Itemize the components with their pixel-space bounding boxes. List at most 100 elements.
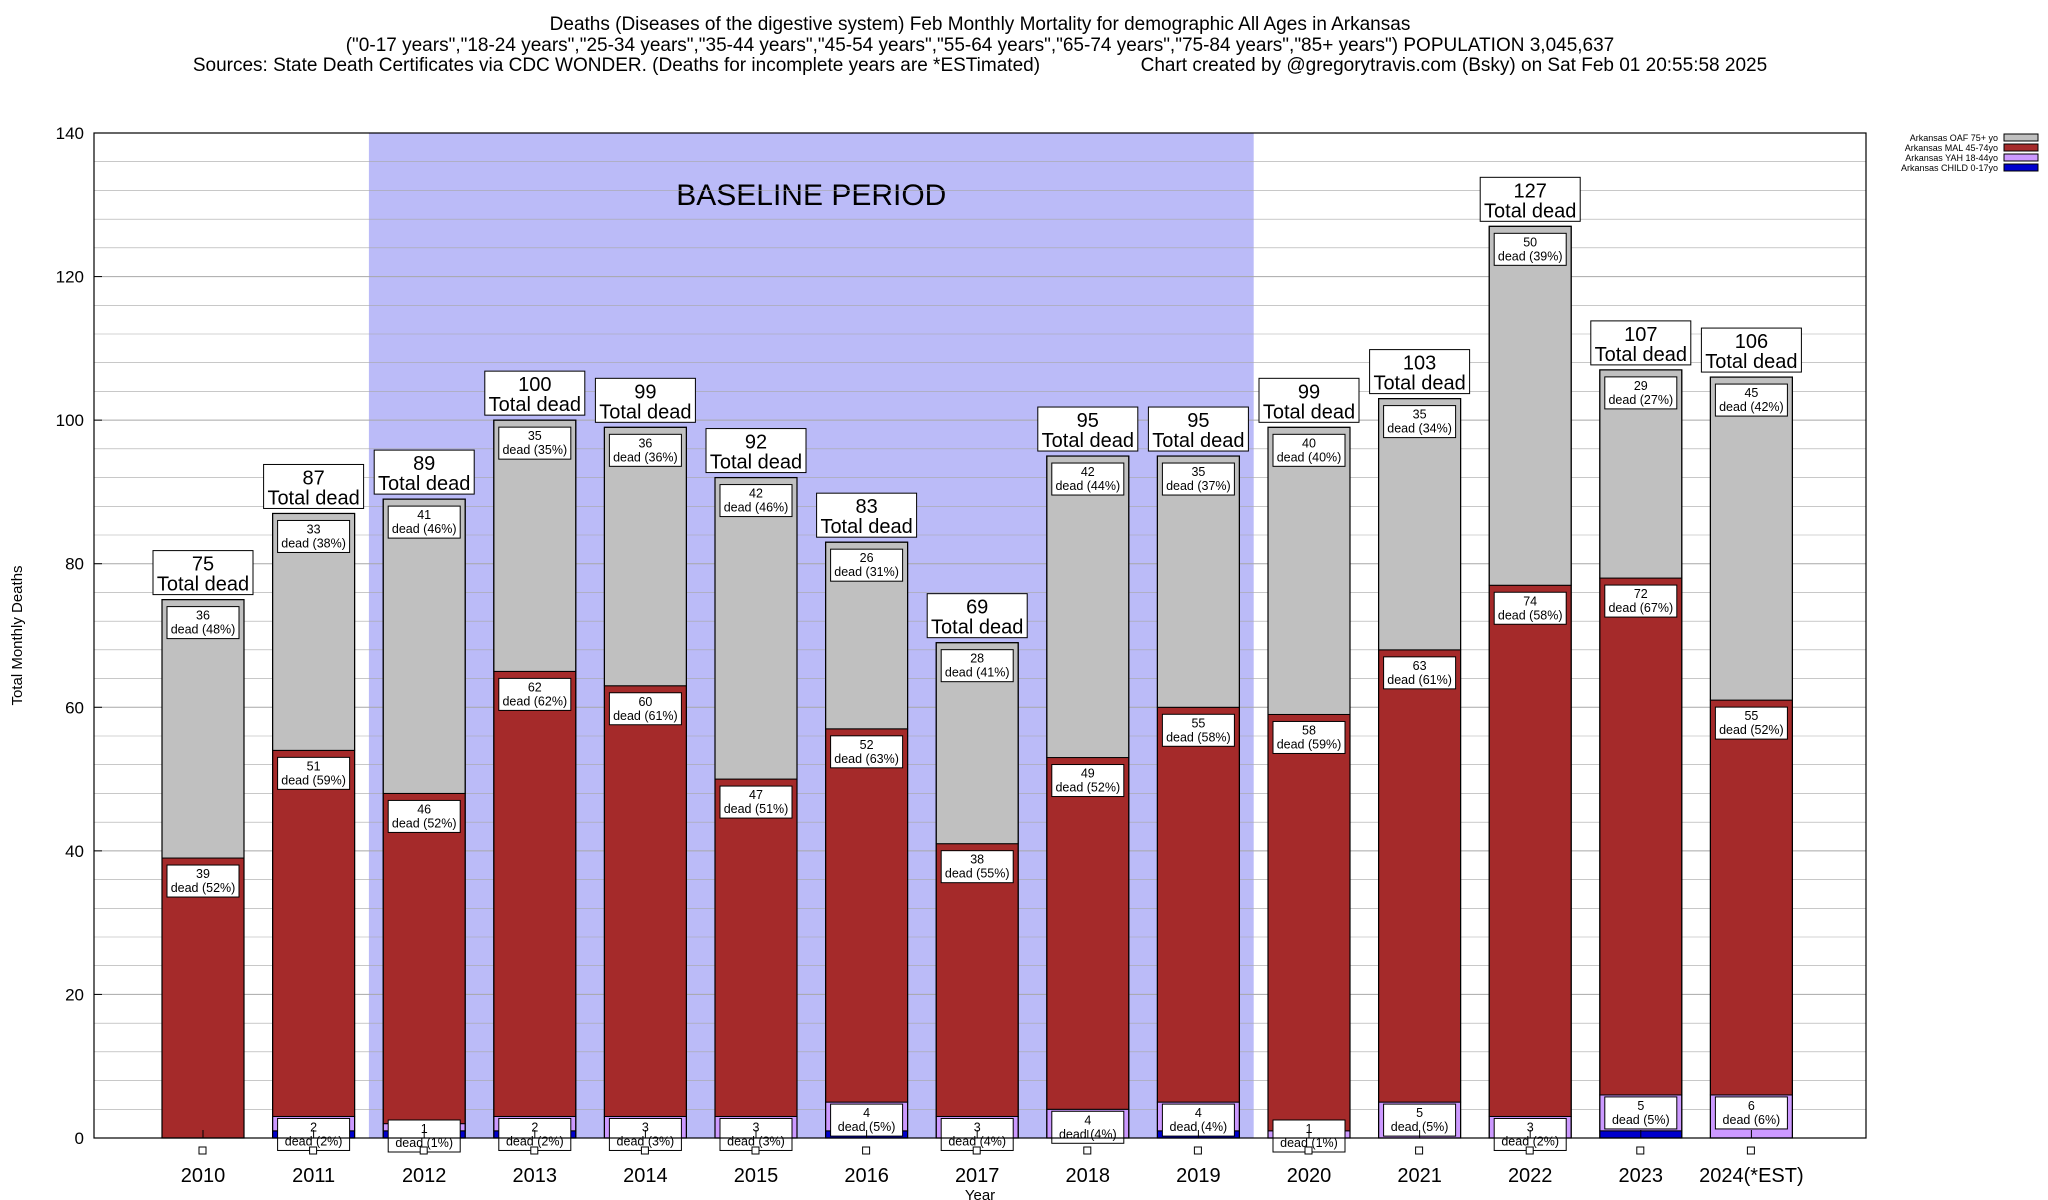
total-label-text: Total dead <box>1263 401 1355 423</box>
segment-label-box <box>1493 232 1567 266</box>
segment-label-box <box>1383 405 1457 439</box>
bar-oaf-2010 <box>161 599 245 859</box>
total-label-value: 103 <box>1403 353 1436 375</box>
segment-label-box <box>1604 376 1678 410</box>
legend-swatch-mal <box>2003 143 2039 152</box>
bar-oaf-2022 <box>1488 225 1572 586</box>
bar-mal-2022 <box>1488 584 1572 1117</box>
segment-label-percent: dead (63%) <box>834 752 899 766</box>
legend-label: Arkansas CHILD 0-17yo <box>1901 163 1998 173</box>
segment-label-count: 3 <box>1527 1120 1534 1134</box>
segment-label-percent: dead (44%) <box>1055 479 1120 493</box>
total-label-box <box>152 550 254 596</box>
segment-label-count: 49 <box>1081 767 1095 781</box>
segment-label-count: 72 <box>1634 587 1648 601</box>
total-label-box <box>1258 377 1360 423</box>
total-label-value: 127 <box>1514 180 1547 202</box>
total-label-text: Total dead <box>931 617 1023 639</box>
segment-label-percent: dead (46%) <box>724 501 789 515</box>
x-tick-label: 2012 <box>402 1165 447 1187</box>
segment-label-box <box>166 864 240 898</box>
segment-label-count: 33 <box>307 522 321 536</box>
child-marker <box>1746 1146 1755 1155</box>
bar-mal-2017 <box>935 843 1019 1117</box>
x-tick-label: 2018 <box>1066 1165 1111 1187</box>
total-label-value: 106 <box>1735 331 1768 353</box>
segment-label-count: 51 <box>307 759 321 773</box>
bar-mal-2020 <box>1267 713 1351 1132</box>
segment-label-count: 2 <box>531 1120 538 1134</box>
segment-label-percent: dead (55%) <box>945 867 1010 881</box>
segment-label-count: 5 <box>1416 1106 1423 1120</box>
x-tick-label: 2017 <box>955 1165 1000 1187</box>
total-label-box <box>1369 349 1471 395</box>
segment-label-count: 63 <box>1413 659 1427 673</box>
bar-oaf-2018 <box>1046 455 1130 759</box>
segment-label-count: 35 <box>1191 465 1205 479</box>
segment-label-count: 55 <box>1744 709 1758 723</box>
segment-label-count: 5 <box>1637 1099 1644 1113</box>
total-label-text: Total dead <box>1705 351 1797 373</box>
segment-label-percent: dead (4%) <box>1170 1120 1228 1134</box>
child-marker <box>309 1146 318 1155</box>
x-tick-label: 2019 <box>1176 1165 1221 1187</box>
total-label-text: Total dead <box>599 401 691 423</box>
y-tick-label: 60 <box>65 698 84 717</box>
total-label-text: Total dead <box>820 516 912 538</box>
x-tick-label: 2014 <box>623 1165 668 1187</box>
child-marker <box>1304 1146 1313 1155</box>
segment-label-percent: dead (51%) <box>724 802 789 816</box>
legend-label: Arkansas MAL 45-74yo <box>1905 143 1998 153</box>
legend-swatch-oaf <box>2003 133 2039 142</box>
y-tick-label: 20 <box>65 985 84 1004</box>
total-label-box <box>926 593 1028 639</box>
segment-label-box <box>719 484 793 518</box>
segment-label-count: 2 <box>310 1120 317 1134</box>
total-label-box <box>373 449 475 495</box>
segment-label-box <box>1272 433 1346 467</box>
child-marker <box>972 1146 981 1155</box>
total-label-value: 87 <box>302 467 324 489</box>
chart-subtitle-sources: Sources: State Death Certificates via CD… <box>0 55 1960 77</box>
segment-label-percent: dead (52%) <box>1719 723 1784 737</box>
bar-mal-2011 <box>272 749 356 1117</box>
segment-label-percent: dead (59%) <box>281 773 346 787</box>
segment-label-box <box>277 756 351 790</box>
legend-swatch-child <box>2003 163 2039 172</box>
segment-label-count: 3 <box>974 1120 981 1134</box>
segment-label-percent: dead (1%) <box>395 1136 453 1150</box>
segment-label-count: 3 <box>753 1120 760 1134</box>
x-tick-label: 2016 <box>844 1165 889 1187</box>
x-tick-label: 2021 <box>1397 1165 1442 1187</box>
x-tick-label: 2022 <box>1508 1165 1553 1187</box>
bar-oaf-2020 <box>1267 426 1351 715</box>
legend-swatch-yah <box>2003 153 2039 162</box>
segment-label-percent: dead (67%) <box>1608 601 1673 615</box>
total-label-box <box>816 492 918 538</box>
chart-title: Deaths (Diseases of the digestive system… <box>549 14 1411 35</box>
segment-label-percent: dead (52%) <box>1055 781 1120 795</box>
segment-label-count: 36 <box>196 609 210 623</box>
x-tick-label: 2015 <box>734 1165 779 1187</box>
total-label-value: 99 <box>1298 381 1320 403</box>
segment-label-box <box>1383 656 1457 690</box>
bar-mal-2015 <box>714 778 798 1117</box>
segment-label-count: 6 <box>1748 1099 1755 1113</box>
child-marker <box>530 1146 539 1155</box>
segment-label-count: 46 <box>417 802 431 816</box>
segment-label-percent: dead (62%) <box>502 694 567 708</box>
total-label-text: Total dead <box>157 574 249 596</box>
segment-label-box <box>940 649 1014 683</box>
segment-label-percent: dead (39%) <box>1498 249 1563 263</box>
bar-mal-2019 <box>1156 706 1240 1103</box>
segment-label-count: 35 <box>528 429 542 443</box>
chart-subtitle-demographics: ("0-17 years","18-24 years","25-34 years… <box>345 35 1615 56</box>
legend-label: Arkansas OAF 75+ yo <box>1910 133 1998 143</box>
x-tick-label: 2013 <box>513 1165 558 1187</box>
segment-label-box <box>387 505 461 539</box>
total-label-text: Total dead <box>1484 200 1576 222</box>
x-tick-label: 2020 <box>1287 1165 1332 1187</box>
total-label-value: 107 <box>1624 324 1657 346</box>
segment-label-count: 60 <box>638 695 652 709</box>
